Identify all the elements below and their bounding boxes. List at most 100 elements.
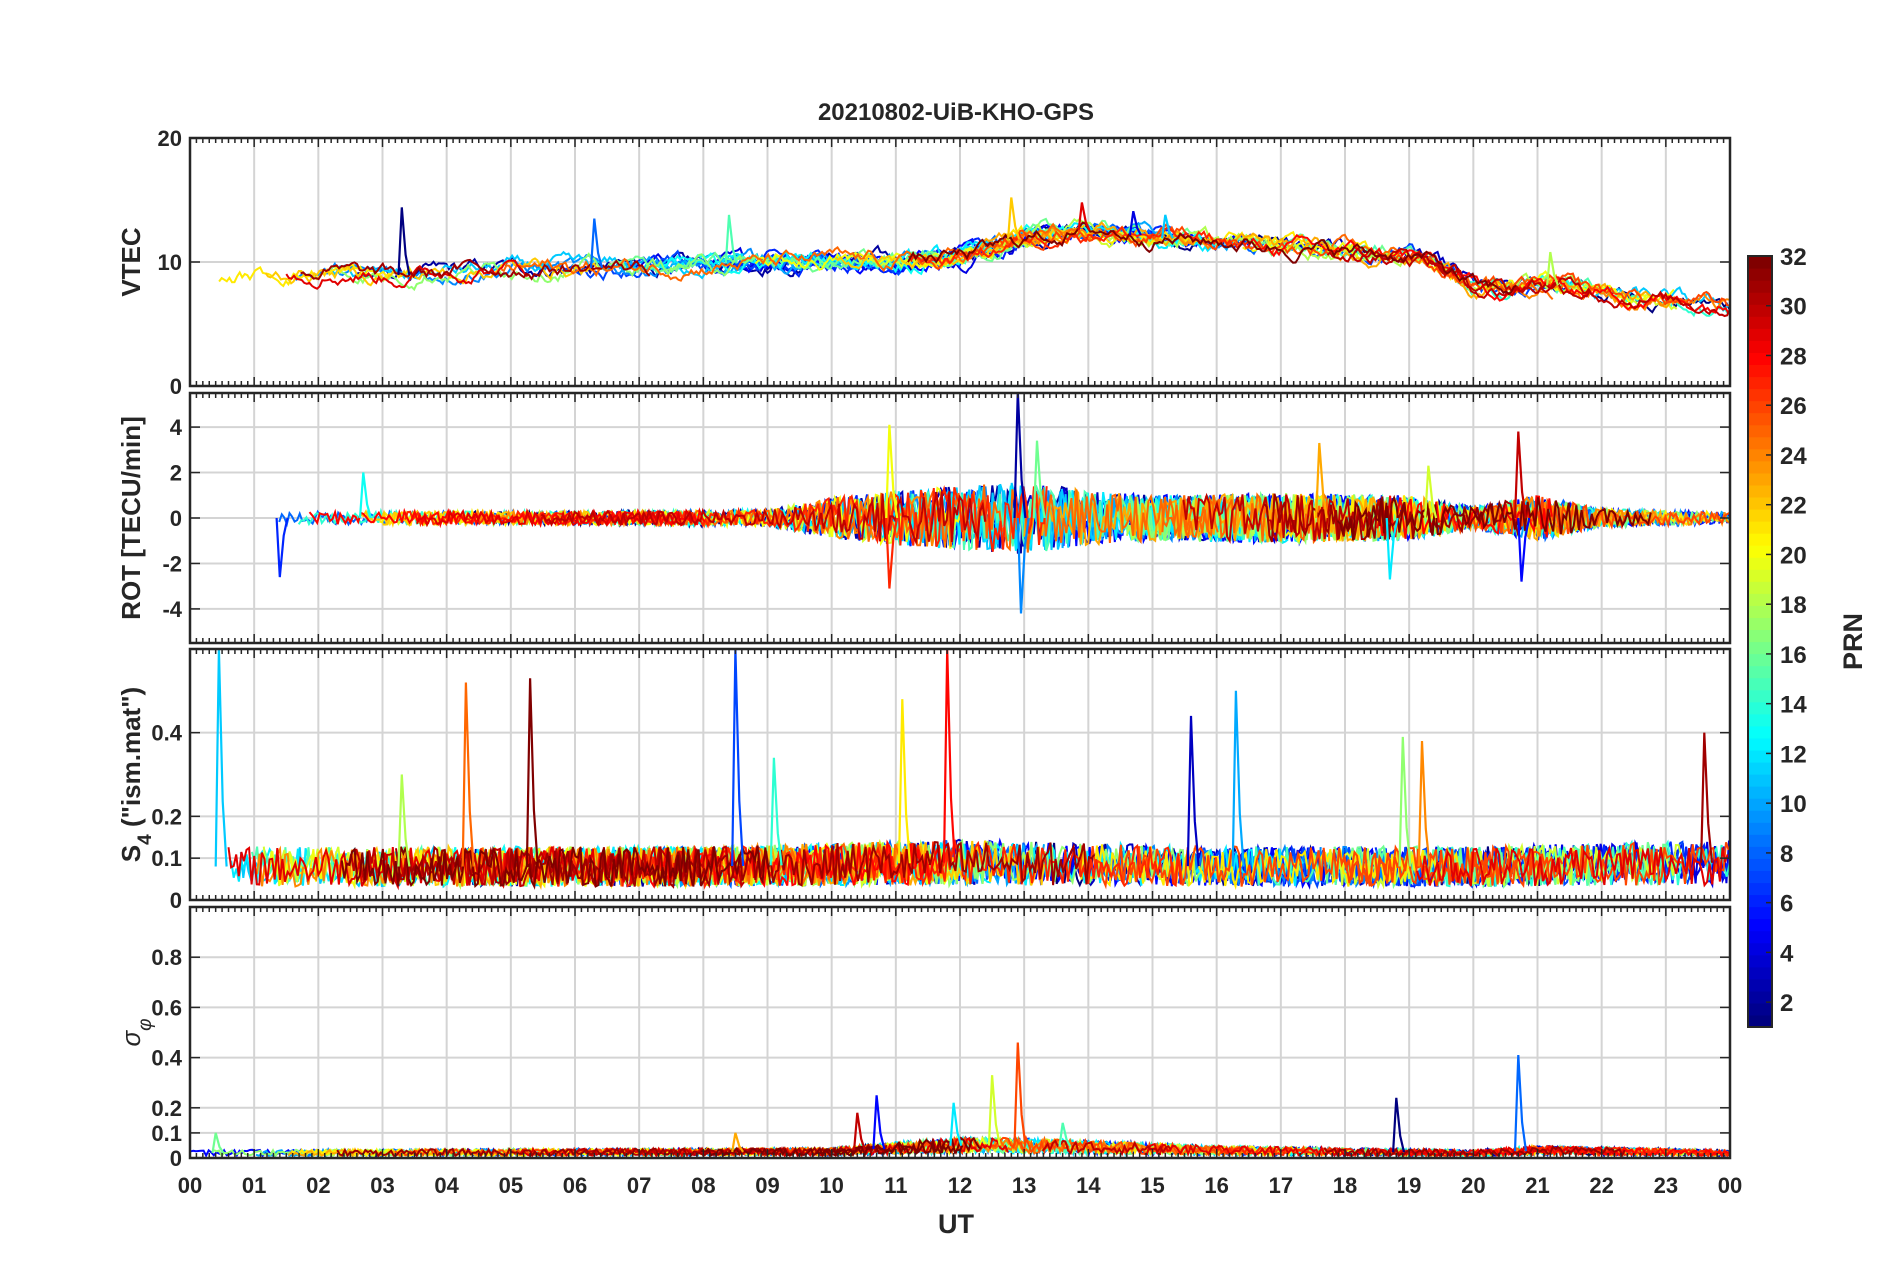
spike-mark [769,757,783,866]
colorbar-band [1748,1014,1772,1028]
spike-mark [1128,210,1142,236]
colorbar-band [1748,424,1772,438]
y-tick-label: 0.2 [151,804,182,829]
y-tick-label: 0 [170,1146,182,1171]
y-tick-label: 0.1 [151,846,182,871]
x-tick-label: 20 [1461,1173,1485,1198]
spike-mark [1700,732,1714,863]
prn-series-line [1416,844,1729,888]
x-tick-label: 12 [948,1173,972,1198]
y-tick-label: 20 [158,126,182,151]
prn-series-line [611,227,1060,274]
spike-mark [1013,393,1027,519]
y-tick-label: 10 [158,250,182,275]
series-group [218,197,1730,318]
prn-series-line [1336,494,1652,541]
x-tick-label: 00 [1718,1173,1742,1198]
spike-mark [1007,197,1021,240]
colorbar-tick-label: 14 [1780,692,1807,719]
colorbar-band [1748,376,1772,390]
colorbar-band [1748,496,1772,510]
spike-mark [897,699,911,864]
x-tick-label: 14 [1076,1173,1101,1198]
spike-mark [1231,690,1245,867]
y-tick-label: 2 [170,461,182,486]
x-tick-label: 16 [1204,1173,1228,1198]
x-tick-label: 02 [306,1173,330,1198]
y-tick-label: 4 [170,415,183,440]
x-tick-label: 15 [1140,1173,1164,1198]
panel-s4: 0 0.1 0.2 0.4S4 ("ism.mat") [116,647,1732,913]
colorbar-band [1748,472,1772,486]
colorbar-band [1748,340,1772,353]
colorbar-band [1748,774,1772,787]
spike-mark [1546,251,1560,286]
colorbar-tick-label: 18 [1780,592,1807,619]
x-axis-label: UT [938,1209,974,1239]
x-tick-label: 09 [755,1173,779,1198]
x-tick-label: 19 [1397,1173,1421,1198]
colorbar-band [1748,508,1772,522]
spike-mark [1517,517,1531,582]
colorbar-band [1748,701,1772,715]
colorbar-band [1748,822,1772,835]
colorbar-band [1748,882,1772,896]
prn-series-line [1182,492,1383,544]
colorbar-band [1748,557,1772,570]
prn-series-line [816,1136,982,1158]
x-tick-label: 01 [242,1173,266,1198]
y-tick-label: 0 [170,374,182,399]
axes-frame [188,136,1732,388]
spike-mark [949,1102,963,1147]
colorbar-band [1748,918,1772,932]
colorbar-tick-label: 12 [1780,741,1807,768]
x-tick-label: 07 [627,1173,651,1198]
x-tick-label: 11 [884,1173,907,1198]
spike-mark [1186,715,1200,867]
spike-mark [211,1132,225,1154]
colorbar-band [1748,256,1772,269]
y-tick-label: 0 [170,888,182,913]
x-tick-label: 10 [819,1173,843,1198]
colorbar-band [1748,749,1772,763]
y-tick-label: -2 [162,551,182,576]
colorbar-tick-label: 22 [1780,493,1807,520]
spike-mark [461,682,475,867]
colorbar-band [1748,304,1772,317]
spike-mark [1058,1122,1072,1148]
y-tick-label: 0.6 [151,995,182,1020]
prn-series-line [1326,247,1591,301]
prn-series-line [415,507,693,528]
colorbar-band [1748,316,1772,329]
y-axis-label: S4 ("ism.mat") [116,687,156,862]
colorbar-band [1748,990,1772,1004]
x-tick-label: 05 [499,1173,523,1198]
spike-mark [853,1112,867,1151]
colorbar-tick-label: 4 [1780,940,1794,967]
colorbar-band [1748,400,1772,414]
y-tick-label: 0 [170,506,182,531]
panel-vtec: 0 10 20 VTEC [116,126,1732,399]
colorbar-band [1748,786,1772,799]
x-tick-label: 06 [563,1173,587,1198]
colorbar-band [1748,677,1772,691]
colorbar-band [1748,942,1772,956]
colorbar-band [1748,846,1772,859]
colorbar-band [1748,689,1772,703]
prn-series-line [1439,496,1730,535]
prn-series-line [540,491,987,546]
spike-mark [214,649,228,867]
colorbar-band [1748,412,1772,426]
prn-series-line [907,225,1251,267]
spike-mark [1398,736,1412,867]
colorbar-band [1748,665,1772,679]
y-tick-label: 0.2 [151,1096,182,1121]
spike-mark [525,678,539,867]
spike-mark [397,774,411,867]
colorbar-band [1748,737,1772,751]
colorbar-band [1748,930,1772,944]
colorbar-band [1748,978,1772,992]
